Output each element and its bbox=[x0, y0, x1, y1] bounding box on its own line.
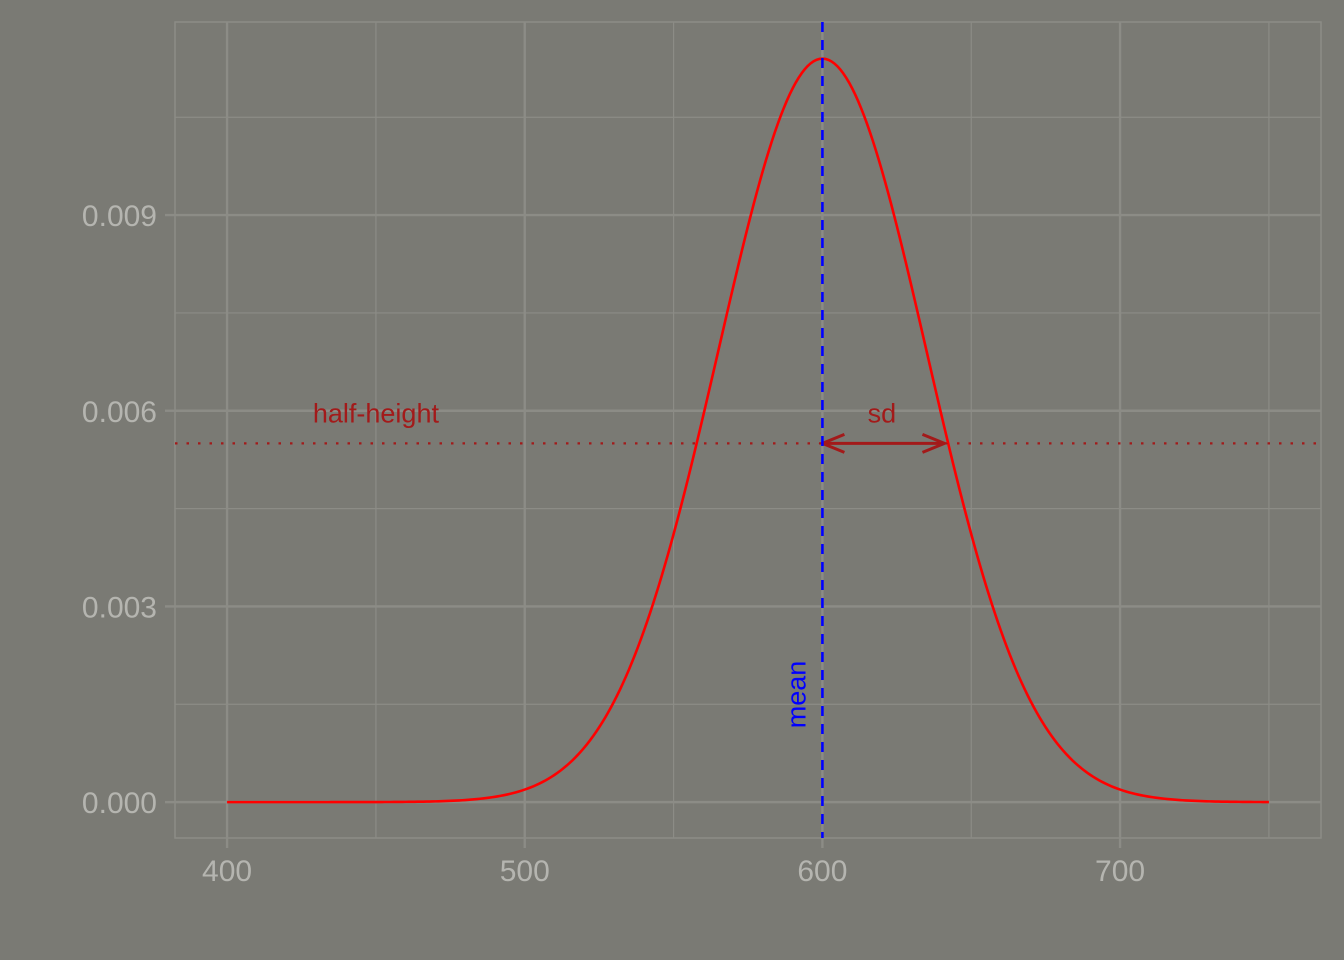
x-axis-tick-labels: 400 500 600 700 bbox=[202, 855, 1145, 888]
x-tick-label: 500 bbox=[500, 855, 550, 888]
sd-label: sd bbox=[868, 399, 897, 429]
x-tick-label: 400 bbox=[202, 855, 252, 888]
y-tick-label: 0.006 bbox=[82, 396, 157, 429]
y-tick-label: 0.009 bbox=[82, 200, 157, 233]
sd-arrow-head-right bbox=[921, 432, 949, 454]
mean-label: mean bbox=[782, 661, 812, 729]
y-tick-label: 0.000 bbox=[82, 787, 157, 820]
x-tick-label: 600 bbox=[797, 855, 847, 888]
plot-panel bbox=[174, 21, 1322, 839]
half-height-label: half-height bbox=[313, 399, 440, 429]
grid-minor bbox=[175, 22, 1321, 838]
y-axis-tick-labels: 0.000 0.003 0.006 0.009 bbox=[82, 200, 157, 820]
density-curve bbox=[227, 57, 1269, 804]
y-tick-label: 0.003 bbox=[82, 591, 157, 624]
x-tick-label: 700 bbox=[1095, 855, 1145, 888]
axis-ticks bbox=[165, 213, 1122, 848]
